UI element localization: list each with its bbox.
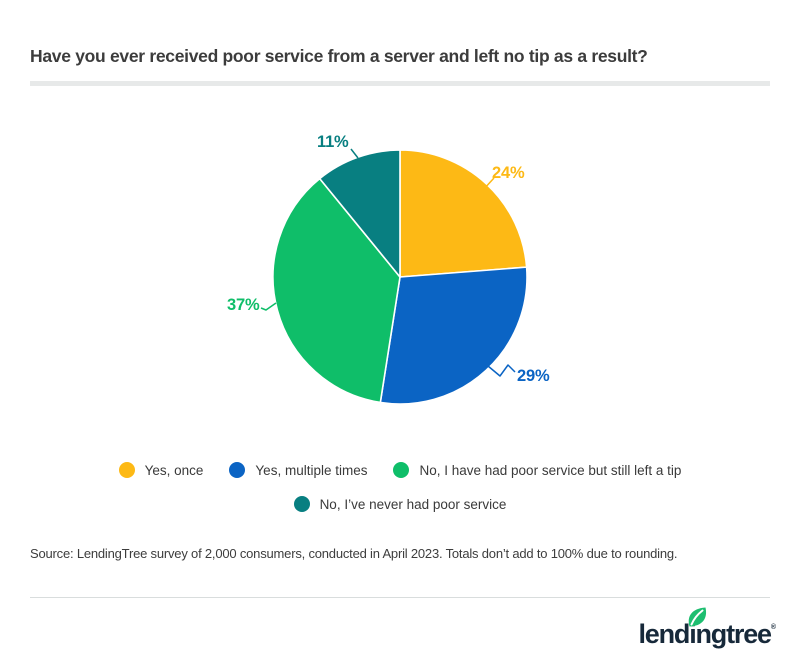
legend-item-3: No, I’ve never had poor service [293, 496, 507, 512]
legend-dot-3 [293, 496, 310, 512]
legend: Yes, once Yes, multiple times No, I have h… [0, 462, 800, 512]
leaf-icon [688, 607, 706, 627]
pie-percent-label-1: 29% [517, 367, 550, 385]
logo-text: lendingtree [638, 619, 773, 649]
percent-label-tick-2 [260, 302, 277, 311]
percent-label-tick-3 [350, 148, 359, 159]
source-note: Source: LendingTree survey of 2,000 cons… [30, 546, 678, 561]
legend-row-1: Yes, once Yes, multiple times No, I have h… [0, 462, 800, 478]
percent-label-tick-1 [487, 364, 516, 377]
legend-item-2: No, I have had poor service but still le… [393, 462, 681, 478]
registered-mark: ® [770, 624, 776, 631]
pie-percent-label-2: 37% [227, 296, 260, 314]
legend-label-2: No, I have had poor service but still le… [419, 462, 682, 478]
pie-slice-1 [379, 266, 528, 405]
pie-percent-label-0: 24% [492, 164, 525, 182]
footer-divider [30, 597, 770, 598]
chart-title: Have you ever received poor service from… [30, 46, 648, 66]
legend-dot-2 [393, 462, 410, 478]
legend-label-1: Yes, multiple times [255, 462, 368, 478]
legend-item-0: Yes, once [118, 462, 204, 478]
legend-row-2: No, I’ve never had poor service [0, 496, 800, 512]
legend-dot-0 [118, 462, 135, 478]
pie-slice-0 [399, 149, 528, 278]
lendingtree-logo: lendingtree® [638, 607, 776, 654]
pie-percent-label-3: 11% [317, 133, 349, 151]
legend-label-0: Yes, once [144, 462, 204, 478]
legend-dot-1 [229, 462, 246, 478]
legend-item-1: Yes, multiple times [229, 462, 367, 478]
legend-label-3: No, I’ve never had poor service [319, 496, 507, 512]
pie-slice-2 [272, 177, 401, 404]
percent-label-tick-0 [482, 177, 495, 191]
title-divider [30, 81, 770, 86]
